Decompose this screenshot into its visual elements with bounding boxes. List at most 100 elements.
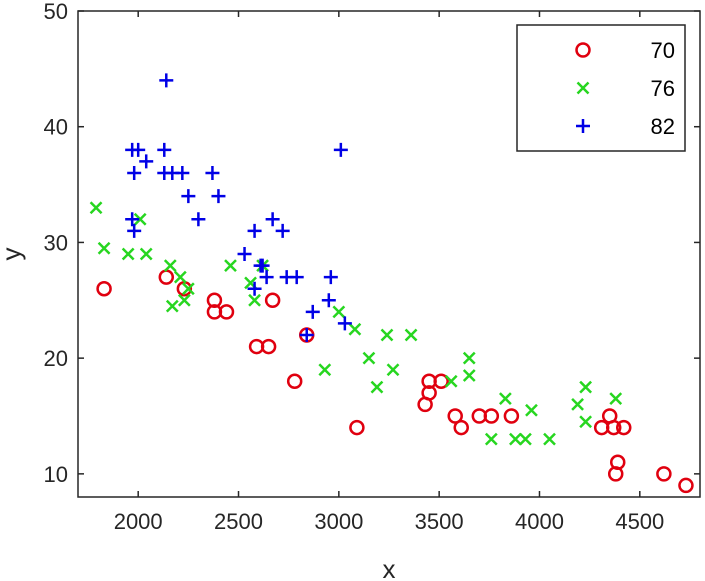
green-x-marker [332, 305, 346, 319]
green-x-marker [525, 403, 538, 417]
red-circle-marker [349, 419, 365, 436]
x-tick-label: 4000 [515, 509, 564, 534]
red-circle-marker [483, 408, 500, 424]
legend: 70 76 82 [516, 24, 686, 152]
red-circle-marker [616, 419, 632, 436]
y-axis-title: y [0, 248, 26, 261]
blue-plus-marker [205, 166, 220, 180]
blue-plus-marker [125, 212, 140, 227]
green-x-marker [571, 398, 584, 411]
green-x-marker [370, 380, 384, 394]
green-x-marker [462, 369, 476, 382]
blue-plus-marker [321, 293, 336, 308]
x-tick-label: 3000 [314, 509, 363, 534]
green-x-marker [543, 432, 556, 446]
green-x-marker [97, 241, 111, 255]
green-x-marker [348, 322, 362, 336]
red-circle-marker [158, 269, 175, 285]
plot-area-frame [77, 10, 701, 498]
blue-plus-marker [255, 258, 270, 273]
green-x-marker [89, 201, 103, 215]
y-tick-label: 30 [44, 230, 68, 255]
axis-ticks: 2000 2500 3000 3500 4000 4500 10 20 30 40 50 [44, 0, 700, 534]
red-circle-marker [433, 373, 449, 390]
red-circle-marker [609, 454, 626, 471]
plot-marks [89, 73, 694, 494]
red-circle-marker [264, 292, 281, 309]
red-circle-marker [421, 385, 437, 401]
blue-plus-marker [237, 247, 252, 261]
green-x-marker [579, 415, 593, 429]
blue-plus-marker [247, 281, 262, 296]
red-circle-marker [286, 373, 303, 390]
green-x-marker [484, 432, 498, 446]
red-circle-marker [453, 419, 469, 436]
x-tick-label: 2500 [214, 509, 263, 534]
legend-box [516, 24, 686, 152]
blue-plus-marker [181, 189, 196, 204]
blue-plus-marker [211, 189, 226, 204]
blue-plus-marker [127, 223, 142, 238]
blue-plus-marker [299, 328, 314, 342]
blue-plus-marker [323, 270, 338, 285]
blue-plus-marker [157, 142, 172, 157]
y-tick-label: 40 [44, 115, 68, 140]
blue-plus-marker [127, 166, 142, 180]
green-x-marker [362, 351, 376, 365]
legend-label: 76 [651, 76, 675, 101]
series-x [89, 201, 623, 446]
green-x-marker [509, 432, 522, 446]
legend-marker-circle [575, 42, 591, 58]
blue-plus-marker [191, 212, 206, 227]
red-circle-marker [656, 466, 672, 482]
x-tick-label: 4500 [615, 509, 664, 534]
blue-plus-marker [337, 316, 352, 331]
green-x-marker [462, 351, 476, 365]
legend-label: 70 [651, 38, 675, 63]
x-axis-title: x [383, 554, 396, 581]
blue-plus-marker [305, 304, 320, 319]
blue-plus-marker [289, 270, 304, 285]
red-circle-marker [605, 419, 622, 436]
y-tick-label: 10 [44, 462, 68, 487]
red-circle-marker [206, 292, 223, 309]
green-x-marker [444, 374, 458, 388]
green-x-marker [380, 328, 394, 342]
green-x-marker [318, 363, 332, 377]
series-plus [125, 73, 352, 342]
green-x-marker [224, 259, 237, 272]
legend-marker-plus [576, 119, 590, 133]
red-circle-marker [678, 477, 694, 494]
green-x-marker [609, 392, 623, 406]
blue-plus-marker [247, 223, 262, 238]
green-x-marker [177, 293, 191, 307]
green-x-marker [133, 212, 147, 226]
red-circle-marker [96, 280, 112, 297]
green-x-marker [404, 328, 418, 342]
blue-plus-marker [159, 73, 174, 88]
green-x-marker [579, 380, 593, 394]
red-circle-marker [503, 408, 520, 424]
red-circle-marker [447, 408, 463, 424]
green-x-marker [498, 392, 512, 406]
y-tick-label: 20 [44, 346, 68, 371]
green-x-marker [519, 432, 532, 446]
blue-plus-marker [175, 166, 190, 180]
green-x-marker [248, 293, 261, 307]
green-x-marker [163, 259, 177, 272]
blue-plus-marker [139, 154, 154, 169]
red-circle-marker [260, 338, 277, 355]
legend-label: 82 [651, 114, 675, 139]
green-x-marker [173, 270, 187, 284]
legend-marker-x [576, 81, 590, 95]
x-tick-label: 3500 [415, 509, 464, 534]
green-x-marker [121, 247, 135, 261]
y-tick-label: 50 [44, 0, 68, 24]
green-x-marker [165, 299, 179, 313]
blue-plus-marker [131, 142, 146, 157]
red-circle-marker [218, 304, 235, 320]
green-x-marker [386, 363, 400, 377]
blue-plus-marker [259, 270, 274, 285]
green-x-marker [139, 247, 153, 261]
